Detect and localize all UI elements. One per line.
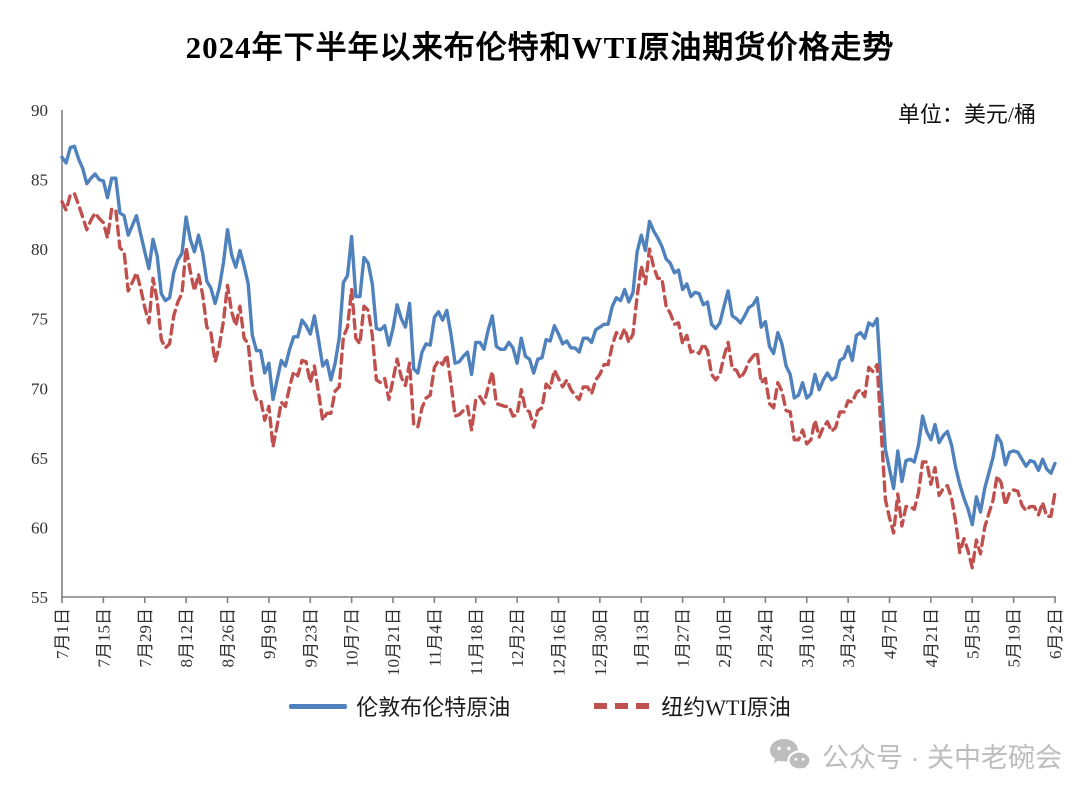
x-tick-label: 12月16日 [550, 608, 569, 676]
wti-line-swatch [594, 703, 653, 709]
y-tick-label: 55 [31, 588, 48, 607]
y-tick-label: 85 [31, 171, 48, 190]
x-tick-label: 8月26日 [219, 608, 238, 668]
x-tick-label: 7月15日 [94, 608, 113, 668]
x-tick-label: 1月27日 [674, 608, 693, 668]
x-tick-label: 2月10日 [715, 608, 734, 668]
x-tick-label: 12月2日 [508, 608, 527, 668]
y-tick-label: 90 [31, 101, 48, 120]
x-tick-label: 9月23日 [301, 608, 320, 668]
wti-price-line [60, 191, 1057, 570]
y-tick-label: 65 [31, 449, 48, 468]
unit-label: 单位：美元/桶 [897, 102, 1036, 127]
x-tick-label: 10月21日 [384, 608, 403, 676]
y-tick-label: 75 [31, 310, 48, 329]
legend-label-wti: 纽约WTI原油 [661, 695, 791, 720]
brent-line-swatch [289, 703, 348, 709]
wechat-icon [768, 737, 812, 775]
x-tick-label: 11月18日 [467, 608, 486, 675]
x-tick-label: 3月24日 [839, 608, 858, 668]
x-tick-label: 8月12日 [177, 608, 196, 668]
y-tick-label: 60 [31, 518, 48, 537]
page-title: 2024年下半年以来布伦特和WTI原油期货价格走势 [185, 30, 895, 65]
x-tick-label: 10月7日 [343, 608, 362, 668]
x-tick-label: 5月5日 [963, 608, 982, 659]
watermark: 公众号 · 关中老碗会 [768, 736, 1062, 775]
x-tick-label: 2月24日 [756, 608, 775, 668]
legend-label-brent: 伦敦布伦特原油 [356, 695, 511, 720]
x-tick-label: 11月4日 [425, 608, 444, 667]
x-tick-label: 4月7日 [881, 608, 900, 659]
y-tick-label: 70 [31, 379, 48, 398]
brent-price-line [60, 144, 1057, 527]
price-line-chart: 55 60 65 70 75 80 85 90 7月1日 7月15日 7月29日 8月12日 8月26日… [31, 101, 1065, 676]
x-tick-label: 7月1日 [53, 608, 72, 659]
chart-legend: 伦敦布伦特原油 纽约WTI原油 [0, 690, 1080, 722]
legend-item-wti: 纽约WTI原油 [594, 690, 791, 722]
x-tick-label: 5月19日 [1005, 608, 1024, 668]
x-tick-label: 3月10日 [798, 608, 817, 668]
legend-item-brent: 伦敦布伦特原油 [289, 690, 510, 722]
y-tick-label: 80 [31, 240, 48, 259]
x-tick-label: 12月30日 [591, 608, 610, 676]
x-tick-label: 9月9日 [260, 608, 279, 659]
x-tick-label: 4月21日 [922, 608, 941, 668]
x-tick-label: 7月29日 [136, 608, 155, 668]
watermark-text: 公众号 · 关中老碗会 [822, 743, 1062, 773]
x-tick-label: 6月2日 [1046, 608, 1065, 659]
x-tick-label: 1月13日 [632, 608, 651, 668]
